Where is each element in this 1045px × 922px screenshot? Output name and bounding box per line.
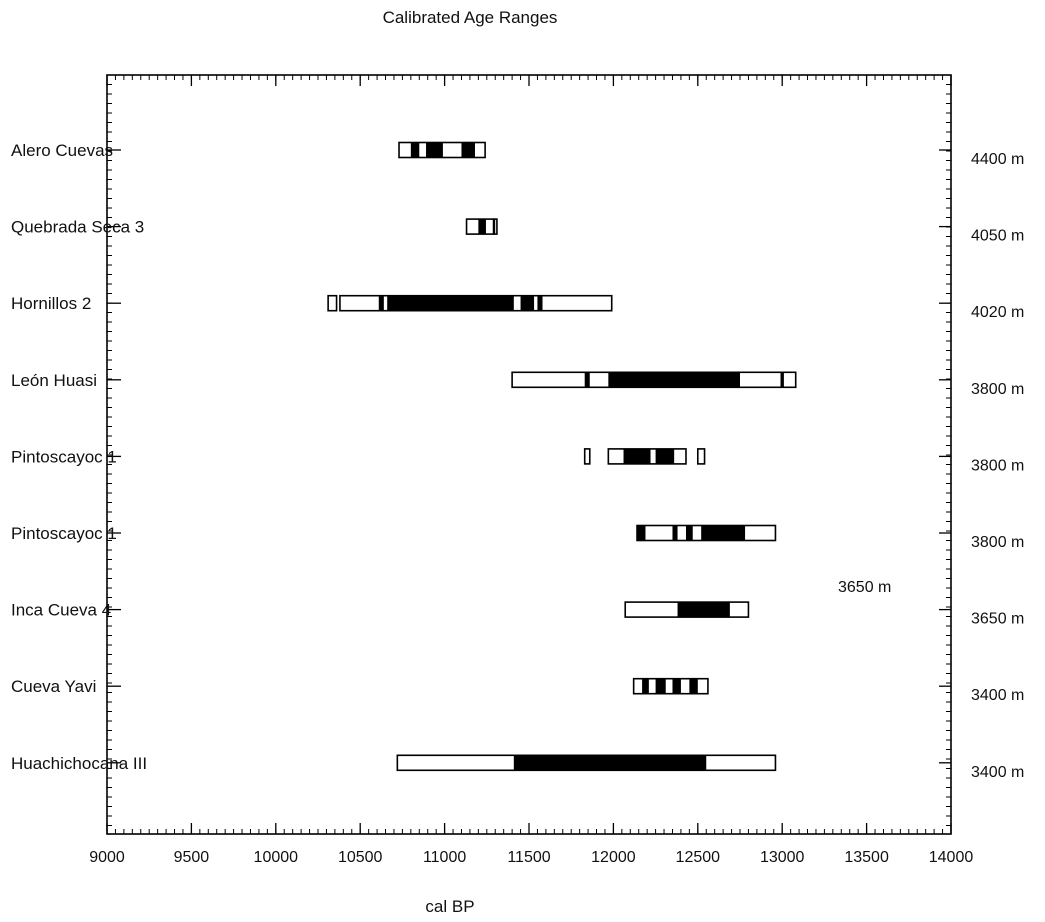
range-filled-segment bbox=[642, 678, 649, 694]
range-filled-segment bbox=[608, 372, 740, 388]
x-tick-label: 9000 bbox=[89, 849, 125, 866]
range-filled-segment bbox=[685, 525, 693, 541]
range-bar-4 bbox=[511, 371, 797, 389]
range-filled-segment bbox=[537, 295, 543, 311]
range-outline-segment bbox=[327, 294, 338, 312]
x-tick-label: 13000 bbox=[760, 849, 805, 866]
range-outline-segment bbox=[696, 448, 706, 465]
range-bar-2 bbox=[465, 218, 498, 235]
x-tick-labels: 9000 9500 10000 10500 11000 11500 12000 12500 13… bbox=[89, 849, 973, 866]
site-label: Pintoscayoc 1 bbox=[11, 524, 117, 543]
range-bar-6 bbox=[636, 524, 777, 542]
range-filled-segment bbox=[461, 142, 475, 158]
major-ticks bbox=[106, 75, 952, 834]
range-filled-segment bbox=[672, 678, 681, 694]
x-tick-label: 14000 bbox=[929, 849, 974, 866]
range-filled-segment bbox=[672, 525, 678, 541]
range-filled-segment bbox=[655, 678, 666, 694]
site-label: Alero Cuevas bbox=[11, 141, 113, 160]
range-bars bbox=[327, 141, 797, 772]
range-filled-segment bbox=[426, 142, 443, 158]
site-label: Hornillos 2 bbox=[11, 294, 91, 313]
range-filled-segment bbox=[584, 372, 590, 388]
range-bar-7 bbox=[624, 601, 750, 618]
site-label: Inca Cueva 4 bbox=[11, 601, 111, 620]
range-outline-segment bbox=[493, 218, 498, 235]
range-filled-segment bbox=[655, 448, 675, 464]
range-filled-segment bbox=[677, 602, 730, 618]
range-bar-9 bbox=[396, 754, 777, 772]
x-tick-label: 9500 bbox=[174, 849, 210, 866]
altitude-label: 3800 m bbox=[971, 457, 1024, 474]
x-tick-label: 11500 bbox=[507, 849, 550, 866]
altitude-label: 3800 m bbox=[971, 534, 1024, 551]
range-bar-8 bbox=[632, 677, 709, 695]
range-filled-segment bbox=[701, 525, 746, 541]
altitude-label: 4400 m bbox=[971, 151, 1024, 168]
altitude-label: 4020 m bbox=[971, 304, 1024, 321]
site-label: León Huasi bbox=[11, 371, 97, 390]
chart-title: Calibrated Age Ranges bbox=[383, 8, 558, 27]
range-bar-3 bbox=[327, 294, 613, 312]
altitude-labels: 4400 m 4050 m 4020 m 3800 m 3800 m 3800 m 3650… bbox=[971, 151, 1024, 781]
range-bar-1 bbox=[398, 141, 486, 159]
altitude-label: 3800 m bbox=[971, 381, 1024, 398]
range-filled-segment bbox=[410, 142, 420, 158]
x-tick-label: 10500 bbox=[338, 849, 383, 866]
range-bar-5 bbox=[583, 448, 706, 465]
altitude-label: 3400 m bbox=[971, 764, 1024, 781]
x-tick-label: 12500 bbox=[676, 849, 721, 866]
site-label: Cueva Yavi bbox=[11, 677, 96, 696]
row-ticks bbox=[107, 149, 951, 764]
range-filled-segment bbox=[623, 448, 651, 464]
range-filled-segment bbox=[689, 678, 698, 694]
range-filled-segment bbox=[478, 219, 486, 235]
x-tick-label: 12000 bbox=[591, 849, 636, 866]
range-outline-segment bbox=[583, 448, 591, 465]
altitude-label: 3400 m bbox=[971, 687, 1024, 704]
x-tick-label: 10000 bbox=[254, 849, 299, 866]
minor-ticks bbox=[106, 74, 952, 834]
range-filled-segment bbox=[637, 525, 646, 541]
site-label: Huachichocana III bbox=[11, 754, 147, 773]
x-axis-label: cal BP bbox=[425, 897, 474, 916]
altitude-label: 4050 m bbox=[971, 228, 1024, 245]
site-label: Quebrada Seca 3 bbox=[11, 218, 144, 237]
altitude-annotation: 3650 m bbox=[838, 579, 891, 596]
altitude-label: 3650 m bbox=[971, 611, 1024, 628]
range-filled-segment bbox=[378, 295, 384, 311]
range-filled-segment bbox=[780, 372, 784, 388]
site-label: Pintoscayoc 1 bbox=[11, 447, 117, 466]
range-filled-segment bbox=[387, 295, 514, 311]
range-filled-segment bbox=[513, 755, 707, 771]
x-tick-label: 11000 bbox=[423, 849, 466, 866]
plot-frame bbox=[106, 74, 952, 835]
site-labels: Alero Cuevas Quebrada Seca 3 Hornillos 2 Le… bbox=[11, 141, 147, 773]
x-tick-label: 13500 bbox=[844, 849, 889, 866]
range-filled-segment bbox=[520, 295, 535, 311]
